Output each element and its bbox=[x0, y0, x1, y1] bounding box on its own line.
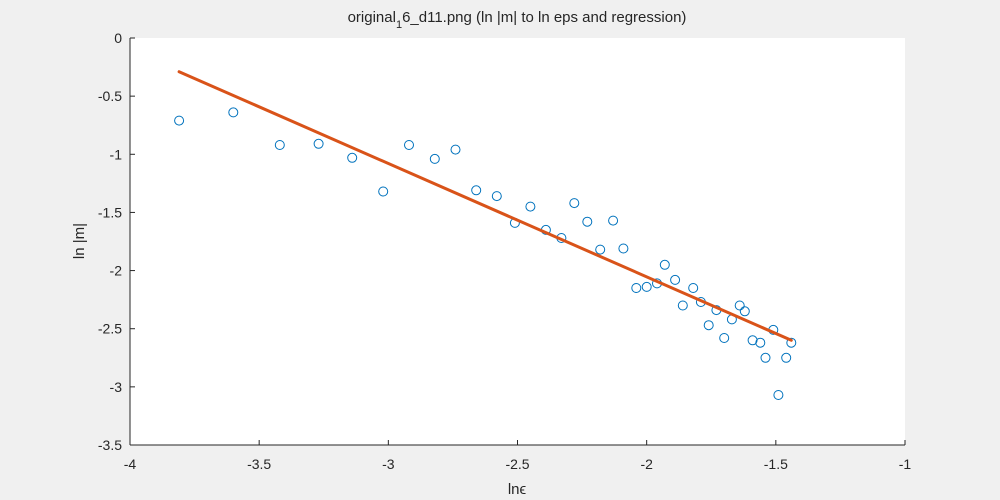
data-point bbox=[174, 115, 185, 126]
data-point bbox=[228, 107, 239, 118]
regression-line-group bbox=[177, 70, 793, 342]
y-tick-label: -0.5 bbox=[98, 88, 122, 104]
data-point bbox=[631, 283, 642, 293]
y-tick-label: -3 bbox=[110, 379, 123, 395]
chart-title: original16_d11.png (ln |m| to ln eps and… bbox=[348, 9, 687, 31]
x-tick-label: -4 bbox=[124, 456, 137, 472]
data-point bbox=[641, 281, 652, 292]
x-tick-label: -3 bbox=[382, 456, 395, 472]
data-point bbox=[786, 337, 797, 348]
data-point bbox=[378, 186, 389, 197]
data-point bbox=[404, 140, 414, 150]
data-point bbox=[773, 390, 784, 400]
data-point bbox=[491, 191, 502, 202]
y-tick-label: -2 bbox=[110, 263, 123, 279]
data-point bbox=[569, 198, 580, 209]
y-tick-label: -1.5 bbox=[98, 204, 122, 220]
data-point bbox=[347, 152, 358, 163]
data-point bbox=[719, 333, 730, 343]
y-tick-label: 0 bbox=[114, 30, 122, 46]
x-tick-label: -1 bbox=[899, 456, 912, 472]
data-point bbox=[313, 138, 324, 149]
data-point bbox=[734, 300, 745, 311]
y-tick-label: -2.5 bbox=[98, 321, 122, 337]
chart-title-rest: 6_d11.png (ln |m| to ln eps and regressi… bbox=[402, 9, 686, 26]
x-tick-label: -2.5 bbox=[505, 456, 529, 472]
data-point bbox=[688, 283, 699, 293]
data-point bbox=[608, 215, 619, 226]
regression-line bbox=[177, 70, 793, 342]
data-points bbox=[174, 107, 797, 400]
chart-title-subscript: 1 bbox=[396, 19, 402, 31]
data-point bbox=[659, 259, 670, 270]
data-point bbox=[471, 185, 482, 196]
y-tick-label: -1 bbox=[110, 146, 123, 162]
data-point bbox=[618, 243, 629, 254]
x-axis-label: lnϵ bbox=[508, 481, 527, 498]
data-point bbox=[450, 144, 461, 155]
x-tick-label: -2 bbox=[640, 456, 653, 472]
data-point bbox=[781, 352, 792, 363]
data-point bbox=[274, 140, 285, 150]
axes-background bbox=[130, 38, 905, 445]
data-point bbox=[429, 153, 440, 164]
chart-title-main: original bbox=[348, 9, 396, 26]
data-point bbox=[755, 337, 766, 348]
y-tick-label: -3.5 bbox=[98, 437, 122, 453]
data-point bbox=[677, 300, 688, 311]
data-point bbox=[595, 244, 606, 255]
data-point bbox=[739, 306, 750, 317]
data-point bbox=[525, 201, 536, 212]
data-point bbox=[670, 274, 681, 285]
x-tick-label: -3.5 bbox=[247, 456, 271, 472]
y-axis-label: ln |m| bbox=[71, 223, 88, 259]
x-tick-label: -1.5 bbox=[764, 456, 788, 472]
data-point bbox=[703, 320, 714, 331]
y-ticks: 0 -0.5 -1 -1.5 -2 -2.5 -3 -3.5 bbox=[98, 30, 135, 453]
data-point bbox=[747, 335, 758, 346]
data-point bbox=[582, 216, 593, 227]
data-point bbox=[760, 352, 771, 363]
x-ticks: -4 -3.5 -3 -2.5 -2 -1.5 -1 bbox=[124, 440, 912, 472]
